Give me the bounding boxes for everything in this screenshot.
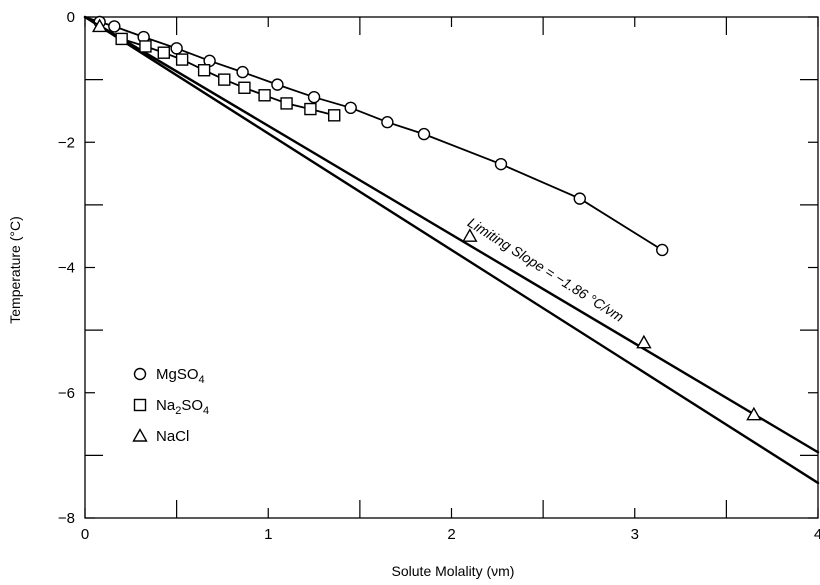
legend-marker-square (133, 398, 147, 412)
axis-ticks: 0 1 2 3 4 0 −2 −4 −6 −8 (58, 9, 820, 543)
x-tick-label: 0 (81, 526, 89, 543)
data-point-circle (344, 101, 357, 115)
x-tick-label: 4 (814, 526, 820, 543)
y-tick-label: −4 (58, 260, 75, 277)
legend-label: Na2SO4 (156, 397, 209, 417)
plot-frame (84, 16, 819, 519)
data-point-circle (108, 20, 121, 33)
reference-line (83, 15, 820, 454)
data-point-circle (417, 127, 431, 141)
legend-marker-triangle (132, 428, 148, 442)
y-tick-label: −6 (58, 385, 75, 402)
data-point-circle (170, 42, 183, 55)
fit-lines (83, 15, 820, 485)
data-point-square (280, 97, 293, 110)
plot-area (84, 16, 819, 519)
data-point-square (218, 73, 231, 86)
data-point-square (258, 89, 271, 102)
data-point-triangle (462, 228, 478, 242)
data-point-square (238, 81, 251, 94)
data-point-triangle (91, 18, 108, 33)
x-tick-label: 1 (264, 526, 272, 543)
data-points (84, 15, 762, 421)
data-point-circle (494, 157, 508, 171)
data-point-square (175, 53, 189, 66)
data-point-circle (271, 78, 284, 91)
data-point-square (115, 32, 128, 46)
legend-label: MgSO4 (156, 366, 205, 386)
x-axis-title: Solute Molality (νm) (392, 563, 515, 579)
data-point-circle (656, 243, 669, 257)
y-tick-label: 0 (67, 9, 75, 26)
reference-line (83, 15, 820, 485)
data-point-triangle (636, 334, 652, 349)
y-tick-label: −2 (58, 134, 75, 151)
y-axis-title: Temperature (°C) (7, 216, 23, 324)
y-tick-label: −8 (58, 510, 75, 527)
data-point-square (139, 40, 152, 53)
data-point-circle (573, 192, 586, 205)
data-point-circle (381, 116, 394, 129)
legend: MgSO4 Na2SO4 NaCl (132, 366, 209, 445)
data-point-square (304, 102, 317, 116)
data-point-circle (307, 90, 321, 104)
legend-marker-circle (133, 367, 147, 381)
x-tick-label: 2 (447, 526, 455, 543)
data-point-triangle (746, 406, 762, 421)
series-line (84, 16, 663, 251)
data-point-square (197, 64, 211, 77)
data-point-square (328, 109, 341, 122)
legend-label: NaCl (156, 428, 189, 445)
x-tick-label: 3 (631, 526, 639, 543)
data-point-square (157, 46, 170, 59)
limiting-slope-annotation: Limiting Slope = −1.86 °C/νm (465, 214, 627, 325)
data-point-circle (236, 65, 249, 79)
